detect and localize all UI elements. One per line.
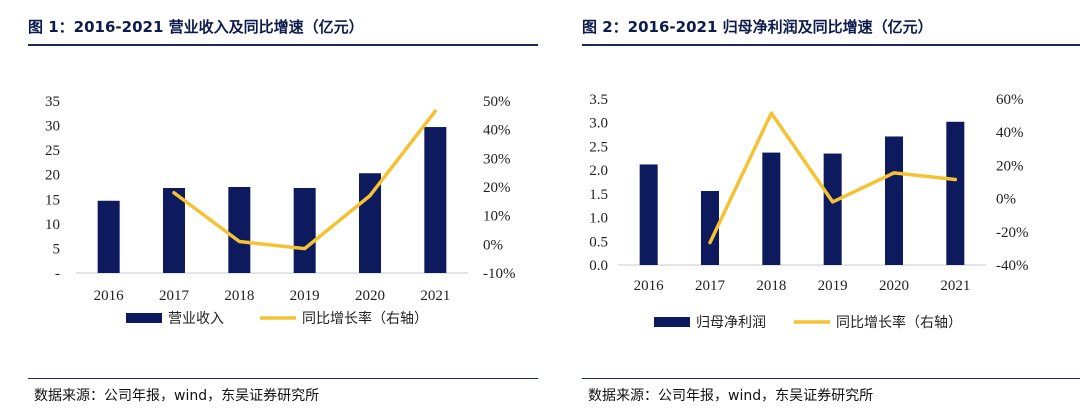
- bar: [293, 187, 316, 273]
- y-left-tick-label: 2.0: [589, 163, 608, 179]
- line-series: [708, 111, 958, 245]
- y-right-tick-label: 0%: [483, 237, 503, 253]
- bar: [946, 121, 965, 265]
- y-left-tick-label: 15: [45, 192, 60, 208]
- title-rule: [582, 44, 1080, 46]
- legend-bar-swatch: [126, 313, 162, 323]
- y-right-tick-label: -10%: [483, 266, 516, 282]
- title-rule: [28, 44, 538, 46]
- bar: [424, 127, 447, 273]
- legend-label: 同比增长率（右轴）: [302, 310, 428, 327]
- y-right-tick-label: 20%: [996, 158, 1024, 174]
- y-right-tick-label: 60%: [996, 92, 1024, 108]
- legend-label: 归母净利润: [696, 314, 766, 331]
- x-tick-label: 2017: [695, 278, 726, 294]
- x-tick-label: 2018: [756, 278, 786, 294]
- y-right-tick-label: 40%: [483, 123, 511, 139]
- x-tick-label: 2016: [94, 288, 125, 304]
- x-tick-label: 2019: [290, 288, 320, 304]
- y-left-tick-label: 10: [45, 217, 60, 233]
- bar: [701, 191, 719, 265]
- y-right-tick-label: 30%: [483, 151, 511, 167]
- bar: [823, 153, 842, 265]
- y-left-tick-label: -: [55, 266, 60, 282]
- bar: [97, 200, 120, 273]
- y-left-tick-label: 0.0: [589, 258, 608, 274]
- y-left-tick-label: 35: [45, 94, 60, 110]
- y-left-tick-label: 3.0: [589, 116, 608, 132]
- x-tick-label: 2021: [420, 288, 450, 304]
- revenue-chart: 35 30 25 20 15 10 5 - 50% 40% 30% 20% 10% 0% -10% 2016 2…: [45, 94, 516, 327]
- y-right-tick-label: 40%: [996, 125, 1024, 141]
- source-note: 数据来源：公司年报，wind，东吴证券研究所: [588, 388, 874, 404]
- legend-label: 营业收入: [168, 311, 224, 327]
- figure-title: 图 2：2016-2021 归母净利润及同比增速（亿元）: [582, 18, 933, 36]
- source-note: 数据来源：公司年报，wind，东吴证券研究所: [34, 388, 320, 404]
- y-right-tick-label: -40%: [996, 258, 1029, 274]
- y-right-tick-label: 0%: [996, 192, 1016, 208]
- x-tick-label: 2020: [355, 288, 385, 304]
- bar: [163, 187, 185, 273]
- y-left-tick-label: 2.5: [589, 139, 608, 155]
- y-left-tick-label: 0.5: [589, 234, 608, 250]
- y-left-tick-label: 3.5: [589, 92, 608, 108]
- y-left-tick-label: 25: [45, 143, 60, 159]
- y-right-tick-label: -20%: [996, 225, 1029, 241]
- legend-bar-swatch: [654, 317, 690, 327]
- bar: [228, 187, 251, 273]
- x-tick-label: 2020: [879, 278, 909, 294]
- y-right-tick-label: 50%: [483, 94, 511, 110]
- y-left-tick-label: 20: [45, 168, 60, 184]
- line-series: [172, 109, 438, 251]
- source-rule: [582, 378, 1080, 379]
- y-right-tick-label: 20%: [483, 180, 511, 196]
- net-profit-chart: 3.5 3.0 2.5 2.0 1.5 1.0 0.5 0.0 60% 40% 20% 0% -20% -…: [589, 92, 1029, 331]
- x-tick-label: 2021: [940, 278, 970, 294]
- chart-panel-1: 图 1：2016-2021 营业收入及同比增速（亿元） 35 30 25 20 15 10…: [28, 0, 538, 415]
- y-left-tick-label: 5: [53, 241, 61, 257]
- bar: [885, 136, 903, 265]
- x-tick-label: 2016: [634, 278, 665, 294]
- bar: [762, 152, 781, 265]
- legend-label: 同比增长率（右轴）: [836, 314, 962, 331]
- bar: [639, 164, 658, 265]
- x-tick-label: 2019: [818, 278, 848, 294]
- x-tick-label: 2018: [224, 288, 254, 304]
- y-left-tick-label: 1.5: [589, 187, 608, 203]
- figure-title: 图 1：2016-2021 营业收入及同比增速（亿元）: [28, 18, 364, 36]
- chart-panel-2: 图 2：2016-2021 归母净利润及同比增速（亿元） 3.5 3.0 2.5 2.…: [582, 0, 1080, 415]
- x-tick-label: 2017: [159, 288, 190, 304]
- y-left-tick-label: 30: [45, 119, 60, 135]
- y-right-tick-label: 10%: [483, 209, 511, 225]
- source-rule: [28, 378, 538, 379]
- y-left-tick-label: 1.0: [589, 211, 608, 227]
